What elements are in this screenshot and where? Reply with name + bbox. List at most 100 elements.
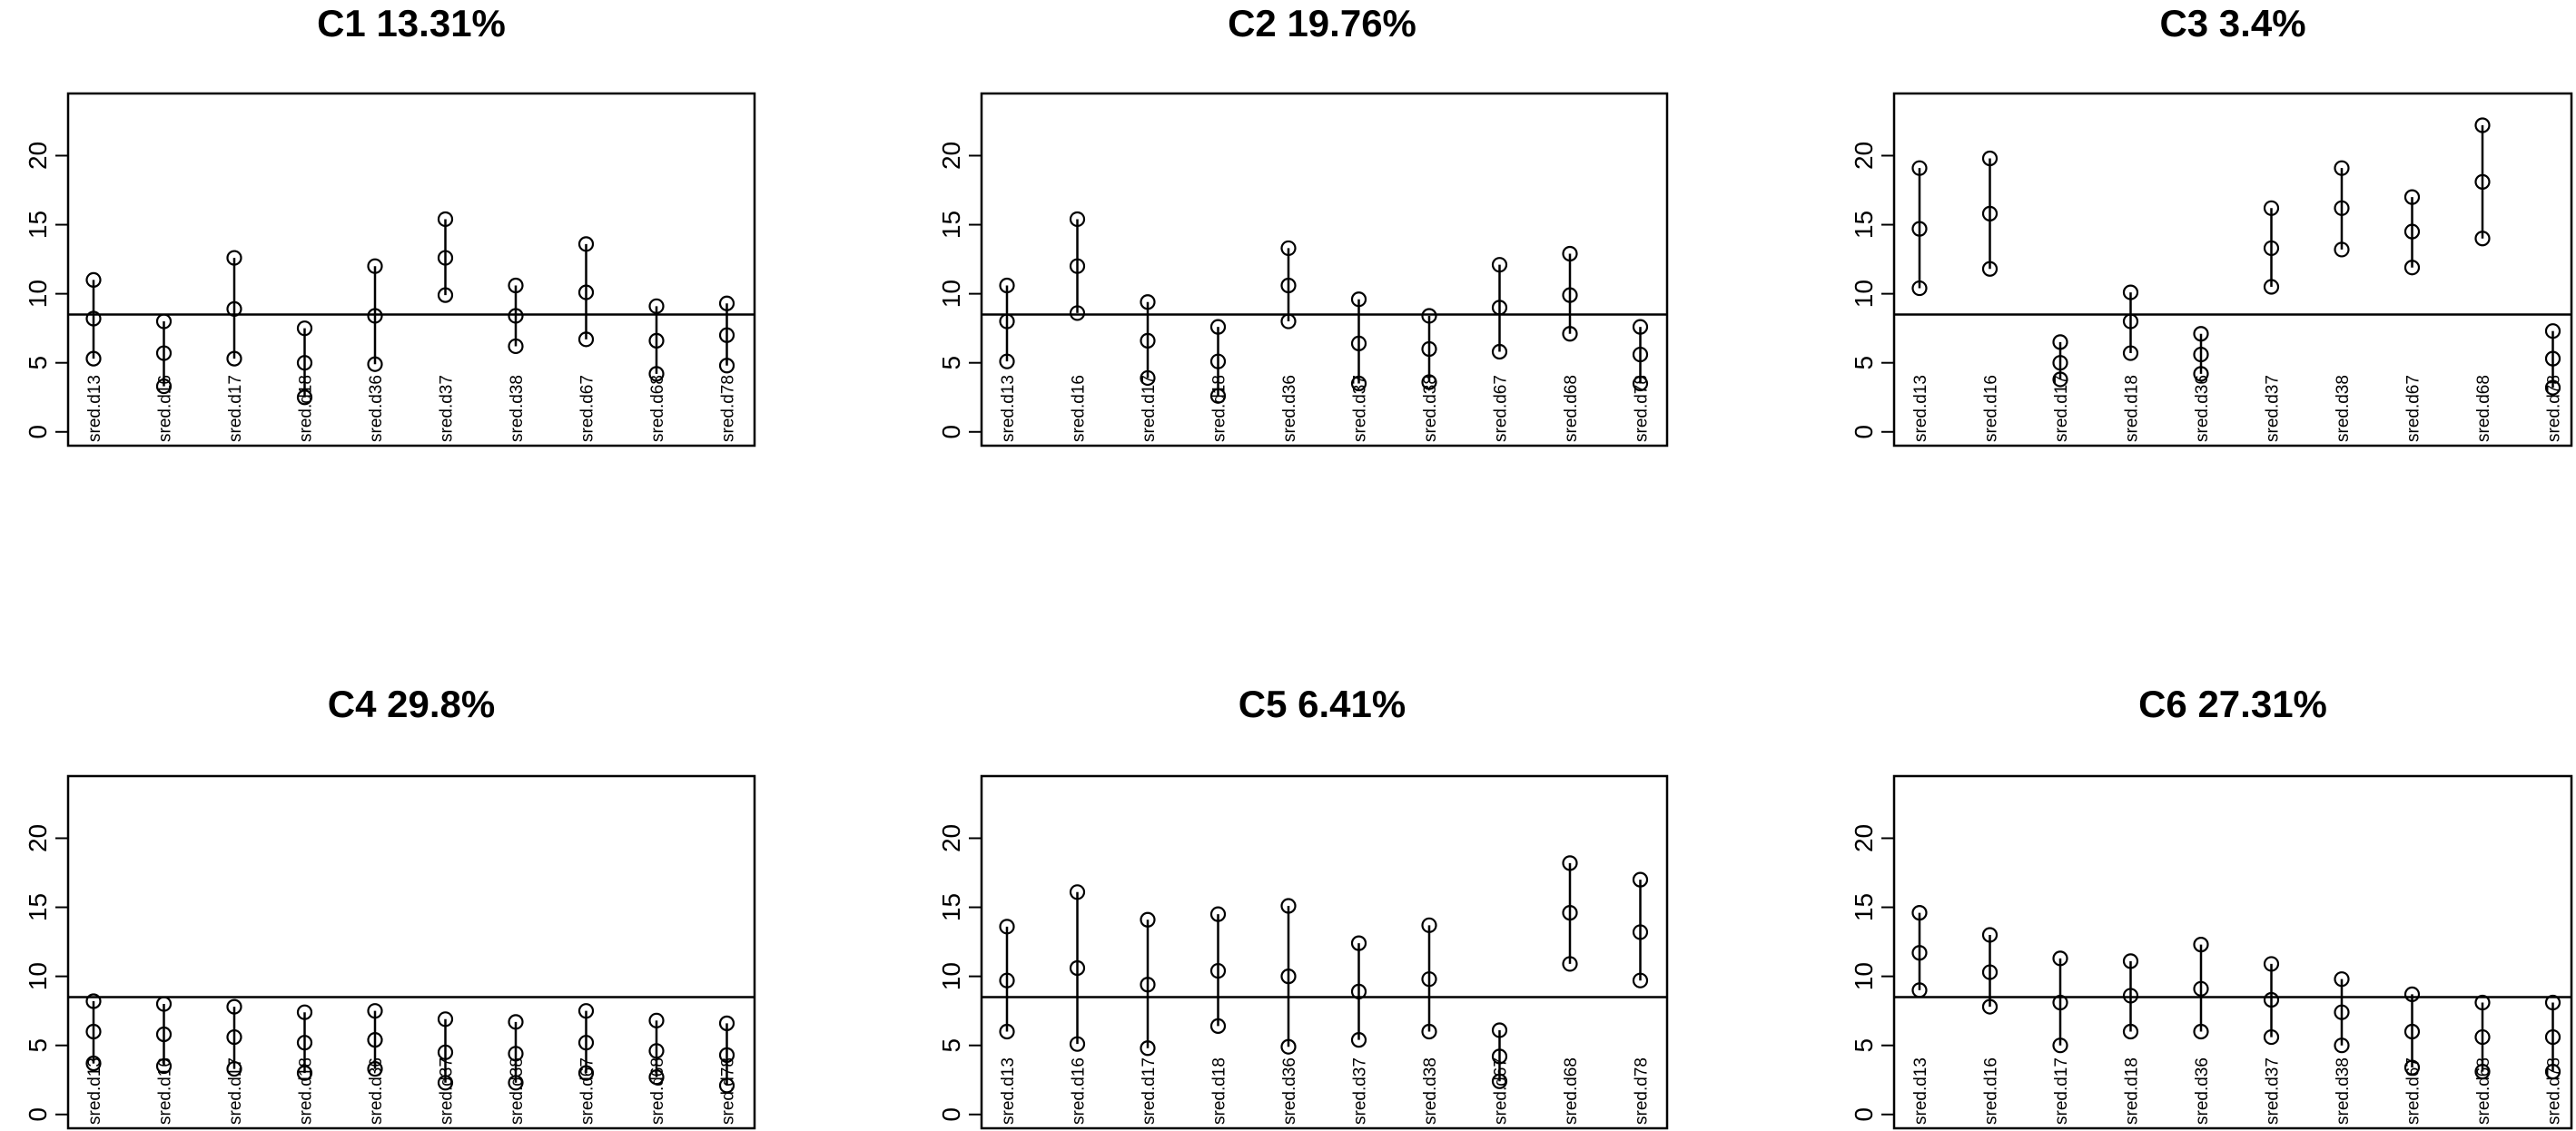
lower-point: [1421, 374, 1437, 390]
center-point: [296, 1035, 313, 1051]
x-tick-label: sred.d18: [297, 375, 316, 442]
upper-point: [2544, 994, 2561, 1011]
lower-point: [296, 1065, 313, 1081]
center-point: [367, 1032, 383, 1048]
center-point: [2122, 313, 2139, 329]
center-point: [2122, 988, 2139, 1004]
x-tick-label: sred.d13: [999, 375, 1018, 442]
lower-point: [1911, 280, 1928, 297]
x-tick-label: sred.d67: [2404, 375, 2423, 442]
x-tick-label: sred.d18: [1210, 375, 1229, 442]
chart-title: C4 29.8%: [328, 683, 495, 725]
lower-point: [1981, 261, 1999, 277]
center-point: [1981, 964, 1999, 980]
upper-point: [2122, 284, 2139, 300]
upper-point: [2334, 160, 2350, 176]
center-point: [2474, 173, 2491, 190]
lower-point: [648, 366, 665, 382]
upper-point: [2544, 323, 2561, 339]
center-point: [2544, 350, 2561, 367]
upper-point: [648, 1012, 665, 1028]
upper-point: [2052, 950, 2068, 967]
center-point: [1911, 221, 1928, 237]
x-tick-label: sred.d67: [578, 1057, 597, 1125]
lower-point: [1491, 1073, 1508, 1089]
lower-point: [1140, 1040, 1156, 1057]
upper-point: [718, 295, 735, 311]
center-point: [1069, 258, 1086, 274]
chart-panel-2: C2 19.76% 0 5 10 15 20 sred.d13 sred.d16 sred.d1…: [937, 2, 1669, 447]
upper-point: [155, 996, 173, 1012]
x-tick-label: sred.d68: [2474, 375, 2493, 442]
y-tick-label: 10: [1850, 280, 1878, 308]
center-point: [577, 284, 595, 300]
chart-title: C5 6.41%: [1239, 683, 1406, 725]
center-point: [1350, 983, 1367, 999]
upper-point: [2403, 189, 2421, 205]
x-tick-label: sred.d38: [508, 375, 527, 442]
upper-point: [1069, 211, 1086, 228]
upper-point: [296, 320, 313, 337]
center-point: [1562, 287, 1578, 303]
center-point: [1209, 962, 1227, 979]
x-tick-label: sred.d78: [1633, 375, 1652, 442]
upper-point: [437, 211, 454, 228]
chart-title: C3 3.4%: [2159, 2, 2305, 44]
chart-panel-3: C3 3.4% 0 5 10 15 20 sred.d13 sred.d16 sred.d17 s…: [1850, 2, 2573, 447]
center-point: [226, 1028, 242, 1046]
x-tick-label: sred.d13: [85, 375, 104, 442]
y-tick-label: 0: [1850, 425, 1878, 439]
x-tick-label: sred.d78: [1633, 1057, 1652, 1125]
center-point: [2263, 991, 2280, 1008]
upper-point: [1140, 294, 1156, 310]
center-point: [999, 972, 1015, 988]
center-point: [155, 1026, 173, 1043]
lower-point: [718, 358, 735, 374]
plot-frame: [1892, 774, 2573, 1130]
upper-point: [577, 236, 595, 252]
center-point: [1140, 332, 1156, 349]
y-tick-label: 10: [24, 280, 52, 308]
lower-point: [1280, 313, 1297, 329]
x-tick-label: sred.d13: [1911, 375, 1930, 442]
chart-panel-6: C6 27.31% 0 5 10 15 20 sred.d13 sred.d16 sred.d1…: [1850, 683, 2573, 1130]
lower-point: [508, 338, 524, 355]
lower-point: [226, 1060, 242, 1077]
lower-point: [648, 1069, 665, 1086]
x-tick-label: sred.d16: [1070, 375, 1089, 442]
upper-point: [367, 1003, 383, 1019]
y-tick-label: 0: [937, 425, 965, 439]
center-point: [999, 313, 1015, 329]
center-point: [2193, 980, 2209, 997]
y-tick-label: 15: [937, 211, 965, 239]
lower-point: [2334, 241, 2350, 258]
lower-point: [1140, 369, 1156, 387]
y-tick-label: 20: [1850, 824, 1878, 852]
y-tick-label: 5: [1850, 356, 1878, 370]
upper-point: [1209, 906, 1227, 922]
y-tick-label: 0: [1850, 1107, 1878, 1122]
center-point: [508, 1046, 524, 1062]
lower-point: [1421, 1023, 1437, 1040]
upper-point: [1491, 257, 1508, 273]
lower-point: [1491, 343, 1508, 360]
center-point: [367, 308, 383, 324]
upper-point: [999, 277, 1015, 294]
upper-point: [226, 250, 242, 266]
plot-frame: [1892, 92, 2573, 447]
y-tick-label: 10: [937, 280, 965, 308]
x-tick-label: sred.d36: [2193, 1057, 2212, 1125]
lower-point: [2544, 1064, 2561, 1080]
x-tick-label: sred.d17: [226, 375, 245, 442]
x-tick-label: sred.d17: [2052, 375, 2071, 442]
center-point: [1562, 905, 1578, 921]
upper-point: [2052, 334, 2068, 350]
upper-point: [1981, 927, 1999, 943]
x-tick-label: sred.d18: [297, 1057, 316, 1125]
lower-point: [367, 1060, 383, 1077]
center-point: [2052, 355, 2068, 371]
x-tick-label: sred.d36: [367, 1057, 386, 1125]
lower-point: [1632, 972, 1649, 988]
upper-point: [648, 298, 665, 314]
chart-title: C6 27.31%: [2138, 683, 2327, 725]
